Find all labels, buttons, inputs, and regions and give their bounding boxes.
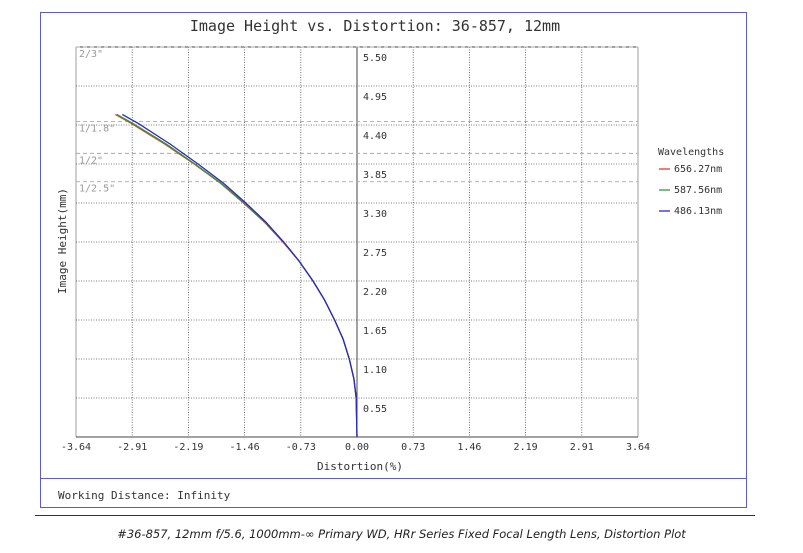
- y-tick-label: 3.85: [363, 170, 387, 181]
- y-tick-label: 1.10: [363, 365, 387, 376]
- x-tick-label: -0.73: [286, 442, 316, 453]
- y-tick-label: 0.55: [363, 404, 387, 415]
- legend-label: 486.13nm: [674, 206, 722, 217]
- y-tick-label: 3.30: [363, 209, 387, 220]
- series-line-587.56nm: [116, 113, 358, 438]
- y-tick-label: 4.40: [363, 131, 387, 142]
- x-tick-label: 2.19: [514, 442, 538, 453]
- legend-label: 587.56nm: [674, 185, 722, 196]
- sensor-lines: 2/3" 1/1.8" 1/2" 1/2.5": [76, 46, 638, 195]
- chart-frame: [40, 12, 747, 508]
- x-axis-label: Distortion(%): [317, 460, 403, 473]
- y-tick-label: 5.50: [363, 53, 387, 64]
- grid: [75, 46, 639, 438]
- tick-labels: -3.64 -2.91 -2.19 -1.46 -0.73 0.00 0.73 1.46 2.1…: [61, 53, 650, 453]
- x-tick-label: 1.46: [457, 442, 481, 453]
- series-line-486.13nm: [121, 113, 358, 438]
- x-tick-label: -1.46: [230, 442, 260, 453]
- sensor-label: 1/2.5": [79, 184, 115, 195]
- y-tick-label: 4.95: [363, 92, 387, 103]
- series-line-656.27nm: [115, 113, 358, 438]
- caption-rule: [35, 515, 755, 516]
- x-tick-label: 2.91: [570, 442, 594, 453]
- y-tick-label: 2.75: [363, 248, 387, 259]
- series-lines: [115, 113, 358, 438]
- y-axis-label: Image Height(mm): [56, 188, 69, 294]
- x-tick-label: 0.00: [345, 442, 369, 453]
- legend: Wavelengths 656.27nm 587.56nm 486.13nm: [658, 147, 724, 217]
- sensor-label: 2/3": [79, 49, 103, 60]
- legend-title: Wavelengths: [658, 147, 724, 158]
- x-tick-label: -3.64: [61, 442, 91, 453]
- figure-caption: #36-857, 12mm f/5.6, 1000mm-∞ Primary WD…: [117, 527, 686, 541]
- x-tick-label: -2.91: [117, 442, 147, 453]
- x-tick-label: 0.73: [401, 442, 425, 453]
- legend-label: 656.27nm: [674, 164, 722, 175]
- sensor-label: 1/2": [79, 155, 103, 166]
- footer-divider: [40, 478, 747, 479]
- y-tick-label: 1.65: [363, 326, 387, 337]
- x-tick-label: 3.64: [626, 442, 650, 453]
- chart-title: Image Height vs. Distortion: 36-857, 12m…: [190, 17, 560, 35]
- sensor-label: 1/1.8": [79, 123, 115, 134]
- working-distance-label: Working Distance: Infinity: [58, 489, 231, 502]
- y-tick-label: 2.20: [363, 287, 387, 298]
- x-tick-label: -2.19: [173, 442, 203, 453]
